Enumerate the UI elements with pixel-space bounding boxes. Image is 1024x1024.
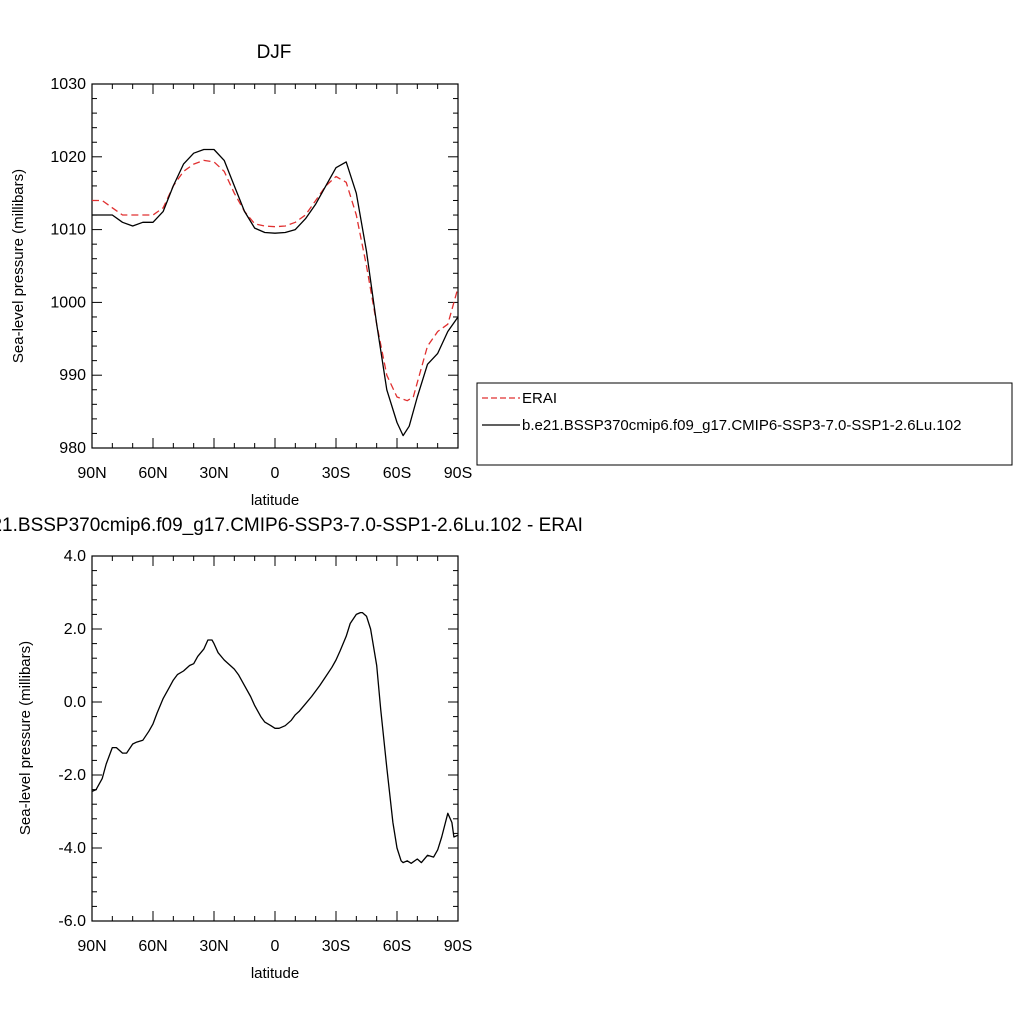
chart1-x-tick-label: 60N <box>138 465 167 482</box>
chart1-x-tick-label: 0 <box>271 465 280 482</box>
chart-slp-difference: b.e21.BSSP370cmip6.f09_g17.CMIP6-SSP3-7.… <box>0 515 583 982</box>
chart1-series-line-1 <box>92 159 459 402</box>
chart2-x-tick-label: 90S <box>444 938 472 955</box>
chart1-plot-area: 90N 60N 30N 0 30S 60S 90S 980 990 1000 1010 1020 103… <box>50 76 472 482</box>
chart1-x-tick-label: 90S <box>444 465 472 482</box>
chart1-y-tick-label: 1020 <box>50 149 86 166</box>
chart2-xlabel: latitude <box>251 965 299 982</box>
chart2-x-tick-label: 60S <box>383 938 411 955</box>
chart1-y-tick-label: 1010 <box>50 222 86 239</box>
chart2-x-tick-label: 30N <box>199 938 228 955</box>
legend-box <box>476 382 1013 466</box>
chart1-frame <box>91 83 459 449</box>
chart1-x-tick-label: 60S <box>383 465 411 482</box>
chart1-y-tick-label: 1030 <box>50 76 86 93</box>
chart2-series-line-1 <box>91 611 459 864</box>
chart2-x-tick-label: 60N <box>138 938 167 955</box>
chart2-y-tick-label: -4.0 <box>58 840 86 857</box>
chart2-y-tick-label: 4.0 <box>64 548 86 565</box>
chart1-y-tick-label: 990 <box>59 367 86 384</box>
legend-label-model: b.e21.BSSP370cmip6.f09_g17.CMIP6-SSP3-7.… <box>522 417 961 434</box>
chart1-series-line-2 <box>92 148 459 437</box>
chart2-x-tick-label: 30S <box>322 938 350 955</box>
chart1-title: DJF <box>257 42 292 63</box>
chart2-title: b.e21.BSSP370cmip6.f09_g17.CMIP6-SSP3-7.… <box>0 515 583 536</box>
chart1-x-tick-label: 30N <box>199 465 228 482</box>
chart2-x-tick-label: 90N <box>77 938 106 955</box>
legend-label-erai: ERAI <box>522 390 557 407</box>
chart2-plot-area: 90N 60N 30N 0 30S 60S 90S -6.0 -4.0 -2.0 0.0 2.0 4.0 <box>58 548 472 955</box>
chart1-legend: ERAI b.e21.BSSP370cmip6.f09_g17.CMIP6-SS… <box>476 382 1013 466</box>
chart2-frame <box>91 555 459 922</box>
chart1-y-tick-label: 980 <box>59 440 86 457</box>
chart2-y-tick-label: 2.0 <box>64 621 86 638</box>
chart2-x-tick-label: 0 <box>271 938 280 955</box>
chart1-x-tick-label: 90N <box>77 465 106 482</box>
chart2-ylabel: Sea-level pressure (millibars) <box>17 641 34 835</box>
chart2-y-tick-label: -6.0 <box>58 913 86 930</box>
chart1-xlabel: latitude <box>251 492 299 509</box>
chart1-ylabel: Sea-level pressure (millibars) <box>10 169 27 363</box>
chart2-y-tick-label: 0.0 <box>64 694 86 711</box>
chart-djf-slp: DJF 90N 60N 30N 0 30S 60S 90S 980 990 1000 1010 102… <box>10 42 1013 509</box>
chart2-y-tick-label: -2.0 <box>58 767 86 784</box>
chart1-x-tick-label: 30S <box>322 465 350 482</box>
chart1-y-tick-label: 1000 <box>50 294 86 311</box>
